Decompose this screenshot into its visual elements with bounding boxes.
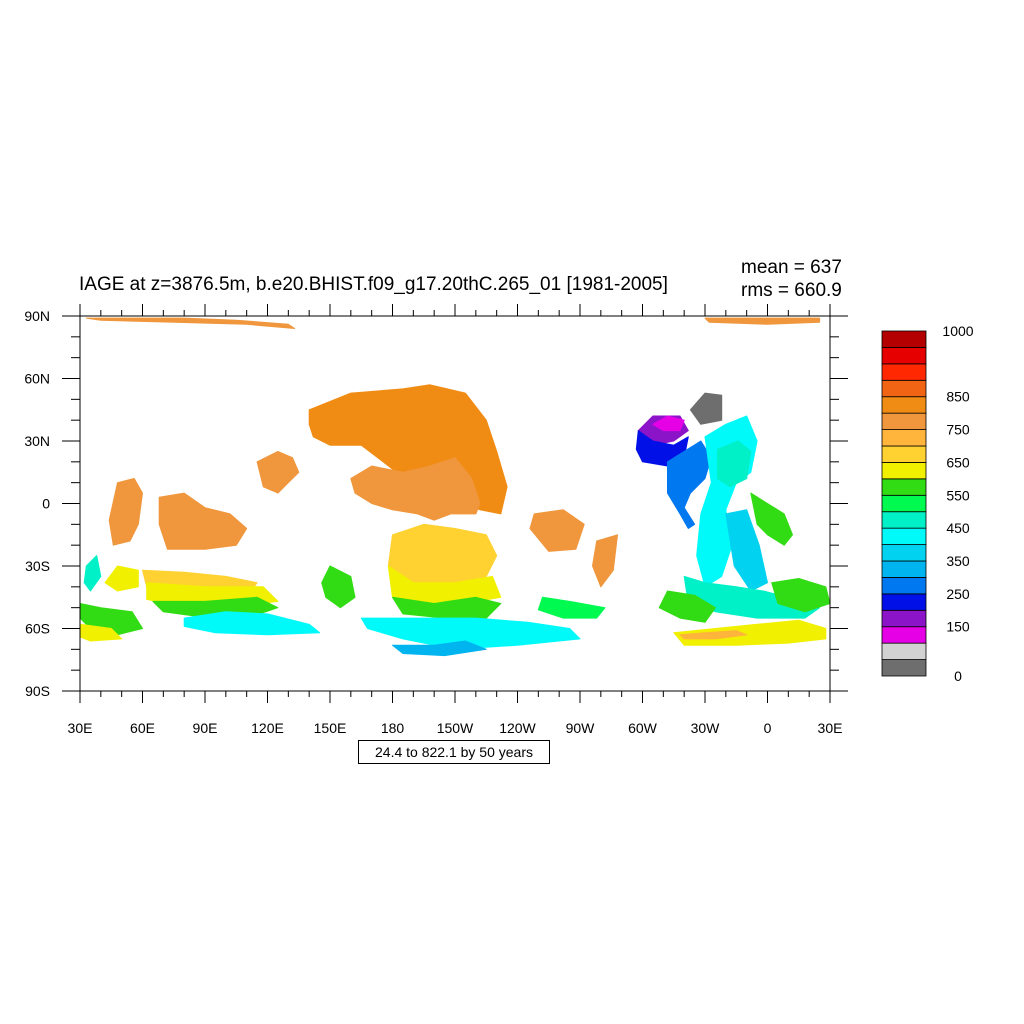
field-region-north-pacific-west <box>256 450 300 494</box>
field-region-southern-pacific-blue <box>392 640 487 657</box>
field-region-southern-indian-cyan <box>183 611 321 636</box>
field-region-southeast-pacific-small <box>592 534 618 588</box>
colorbar-label: 650 <box>946 454 970 470</box>
x-tick-label: 30W <box>691 720 721 736</box>
x-tick-label: 90W <box>566 720 596 736</box>
field-region-southern-pacific-cyan <box>360 617 581 650</box>
colorbar: 0 150 250 350 450 550 650 750 850 1000 <box>881 323 974 684</box>
x-tick-label: 90E <box>193 720 218 736</box>
colorbar-swatch <box>881 527 927 545</box>
x-tick-label: 120W <box>499 720 536 736</box>
field-region-tasman-green <box>321 565 356 609</box>
x-tick-label: 150E <box>314 720 347 736</box>
colorbar-swatch <box>881 626 927 644</box>
colorbar-label: 150 <box>946 619 970 635</box>
contour-info-box: 24.4 to 822.1 by 50 years <box>358 740 550 764</box>
x-tick-label: 180 <box>381 720 405 736</box>
y-tick-label: 30S <box>25 558 50 574</box>
x-axis: 30E 60E 90E 120E 150E 180 150W 120W 90W 60W 30W 0 30… <box>68 304 843 736</box>
rms-value: rms = 660.9 <box>741 280 842 301</box>
field-region-nordic-grey <box>689 392 723 425</box>
colorbar-swatch <box>881 412 927 430</box>
colorbar-swatch <box>881 363 927 381</box>
colorbar-swatch <box>881 609 927 628</box>
colorbar-label: 0 <box>954 668 962 684</box>
field-region-north-pacific-east <box>350 457 481 521</box>
colorbar-swatch <box>881 659 927 677</box>
y-tick-label: 90S <box>25 683 50 699</box>
x-tick-label: 60W <box>628 720 658 736</box>
field-region-indian-west-cyan <box>83 555 102 592</box>
map-field <box>80 317 830 657</box>
field-region-south-pacific-green <box>392 596 502 619</box>
colorbar-swatch <box>881 379 927 398</box>
colorbar-swatch <box>881 511 927 529</box>
colorbar-swatch <box>881 445 927 463</box>
x-tick-label: 150W <box>437 720 474 736</box>
mean-value: mean = 637 <box>741 257 842 278</box>
y-tick-label: 90N <box>24 308 50 324</box>
y-tick-label: 60S <box>25 621 50 637</box>
field-region-weddell-amber <box>679 630 748 640</box>
colorbar-swatch <box>881 478 927 496</box>
colorbar-swatch <box>881 330 927 348</box>
colorbar-label: 350 <box>946 553 970 569</box>
colorbar-swatch <box>881 396 927 414</box>
field-region-indian-west-yellow-2 <box>80 623 123 642</box>
field-region-arctic-strip-west <box>85 317 296 329</box>
field-region-east-atlantic-green <box>750 492 793 546</box>
colorbar-swatch <box>881 642 927 660</box>
colorbar-label: 850 <box>946 389 970 405</box>
field-region-indian-central <box>158 492 248 550</box>
x-tick-label: 60E <box>130 720 155 736</box>
field-region-indian-west-yellow <box>104 565 139 592</box>
colorbar-swatch <box>881 593 927 611</box>
field-region-north-atlantic-blue <box>667 440 712 529</box>
field-region-southeast-pacific <box>529 509 585 552</box>
colorbar-swatch <box>881 560 927 578</box>
colorbar-label: 250 <box>946 586 970 602</box>
colorbar-swatch <box>881 429 927 447</box>
field-region-south-atlantic-green-2 <box>658 590 716 623</box>
field-region-arctic-strip-east <box>704 317 821 325</box>
field-region-indian-west <box>108 478 143 546</box>
y-tick-label: 0 <box>42 496 50 512</box>
y-tick-label: 30N <box>24 433 50 449</box>
colorbar-label: 1000 <box>942 323 973 339</box>
field-region-north-atlantic-teal <box>717 440 752 488</box>
field-region-south-atlantic-green-3 <box>771 578 830 613</box>
field-region-labrador-magenta <box>652 415 685 432</box>
colorbar-swatch <box>881 577 927 595</box>
plot-title: IAGE at z=3876.5m, b.e20.BHIST.f09_g17.2… <box>79 274 668 295</box>
y-tick-label: 60N <box>24 371 50 387</box>
x-tick-label: 30E <box>68 720 93 736</box>
colorbar-label: 750 <box>946 422 970 438</box>
colorbar-label: 550 <box>946 487 970 503</box>
colorbar-swatch <box>881 494 927 513</box>
colorbar-label: 450 <box>946 520 970 536</box>
colorbar-swatch <box>881 347 927 365</box>
colorbar-swatch <box>881 544 927 562</box>
x-tick-label: 30E <box>818 720 843 736</box>
y-axis: 90N 60N 30N 0 30S 60S 90S <box>24 308 848 699</box>
field-region-south-atlantic-cyan <box>725 509 768 592</box>
x-tick-label: 0 <box>764 720 772 736</box>
colorbar-swatch <box>881 462 927 480</box>
field-region-south-atlantic-green <box>537 596 606 619</box>
x-tick-label: 120E <box>251 720 284 736</box>
